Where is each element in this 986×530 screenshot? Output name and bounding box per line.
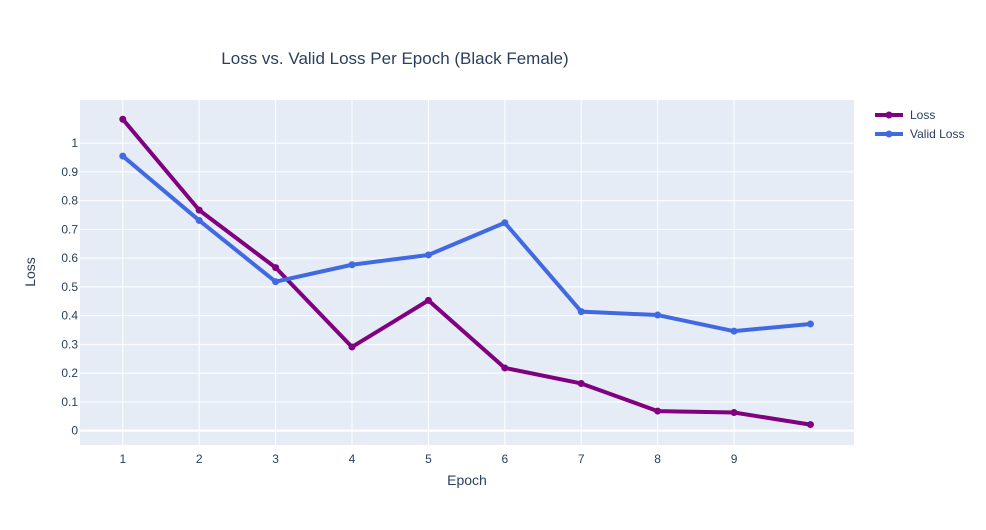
x-tick-label: 3 — [272, 452, 279, 466]
valid-loss-point — [654, 311, 662, 319]
loss-point — [577, 379, 585, 387]
x-tick-label: 1 — [119, 452, 126, 466]
y-tick-label: 0 — [71, 424, 78, 438]
legend-valid-loss-marker — [885, 130, 893, 138]
y-tick-label: 0.7 — [61, 222, 78, 236]
x-axis-ticks: 1 2 3 4 5 6 7 8 9 — [119, 452, 737, 466]
x-tick-label: 9 — [731, 452, 738, 466]
valid-loss-point — [501, 219, 509, 227]
loss-point — [424, 296, 432, 304]
x-tick-label: 8 — [654, 452, 661, 466]
valid-loss-point — [195, 216, 203, 224]
x-tick-label: 7 — [578, 452, 585, 466]
series-lines — [119, 115, 814, 429]
loss-point — [654, 407, 662, 415]
loss-line — [120, 117, 813, 427]
legend-valid-loss-label: Valid Loss — [910, 127, 964, 141]
plot-background — [80, 100, 854, 445]
x-tick-label: 6 — [501, 452, 508, 466]
legend: Loss Valid Loss — [875, 108, 964, 141]
loss-point — [730, 409, 738, 417]
chart-title: Loss vs. Valid Loss Per Epoch (Black Fem… — [221, 49, 568, 68]
valid-loss-line — [120, 154, 813, 334]
legend-loss-marker — [885, 111, 893, 119]
y-tick-label: 0.9 — [61, 165, 78, 179]
valid-loss-point — [577, 308, 585, 316]
valid-loss-point — [424, 251, 432, 259]
loss-point — [501, 364, 509, 372]
y-tick-label: 0.1 — [61, 395, 78, 409]
y-tick-label: 0.2 — [61, 366, 78, 380]
loss-point — [806, 421, 814, 429]
y-tick-label: 0.3 — [61, 337, 78, 351]
grid-lines — [80, 100, 854, 445]
loss-point — [348, 343, 356, 351]
y-tick-label: 0.8 — [61, 194, 78, 208]
legend-loss-label: Loss — [910, 108, 935, 122]
x-tick-label: 2 — [196, 452, 203, 466]
valid-loss-point — [348, 261, 356, 269]
x-tick-label: 5 — [425, 452, 432, 466]
y-axis-ticks: 0 0.1 0.2 0.3 0.4 0.5 0.6 0.7 0.8 0.9 1 — [61, 136, 78, 438]
y-axis-title: Loss — [22, 257, 38, 287]
x-tick-label: 4 — [349, 452, 356, 466]
loss-point — [119, 115, 127, 123]
loss-point — [195, 206, 203, 214]
valid-loss-point — [272, 278, 280, 286]
valid-loss-point — [730, 327, 738, 335]
valid-loss-point — [806, 320, 814, 328]
y-tick-label: 0.4 — [61, 309, 78, 323]
y-tick-label: 0.6 — [61, 251, 78, 265]
x-axis-title: Epoch — [447, 472, 487, 488]
y-tick-label: 1 — [71, 136, 78, 150]
loss-point — [272, 264, 280, 272]
valid-loss-point — [119, 152, 127, 160]
y-tick-label: 0.5 — [61, 280, 78, 294]
